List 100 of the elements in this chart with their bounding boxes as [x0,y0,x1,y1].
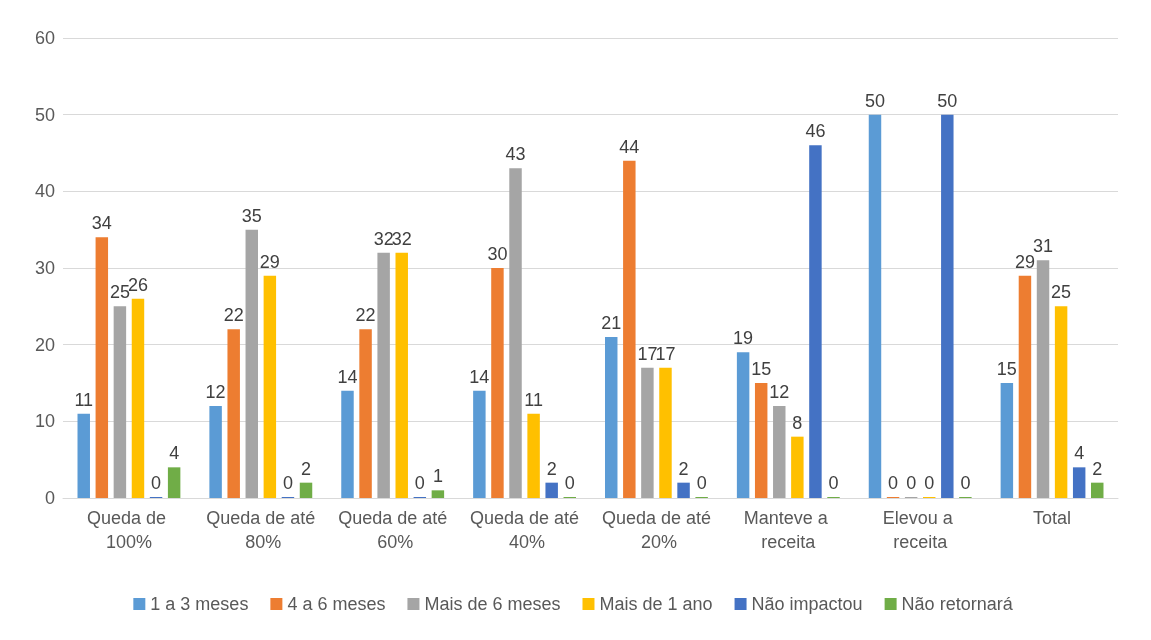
data-label: 35 [241,205,262,226]
bar [263,275,277,498]
bar [1072,467,1086,498]
data-label: 4 [1074,443,1085,464]
bar [377,252,390,498]
bar [868,114,882,498]
bar [491,268,504,498]
data-label: 0 [282,473,293,493]
bar [809,145,822,498]
bar [359,329,372,498]
data-label: 14 [337,366,358,387]
bar [167,467,181,498]
bar [623,160,636,498]
bar [113,306,127,498]
legend-label: Mais de 6 meses [424,594,561,614]
bar [1036,260,1050,498]
data-label: 43 [505,144,526,165]
bar [473,390,486,498]
bar [431,490,445,498]
data-label: 50 [937,90,958,111]
bar [605,337,618,498]
bar [641,367,654,498]
bar [1054,306,1068,498]
data-label: 32 [391,228,412,249]
data-label: 8 [792,412,803,433]
legend-label: Não impactou [751,594,863,614]
data-label: 0 [888,473,899,493]
data-label: 0 [414,473,425,493]
data-label: 29 [259,251,280,272]
bar [791,436,804,498]
bar [341,390,354,498]
bar [736,352,750,498]
data-label: 12 [205,382,226,402]
data-label: 46 [805,121,826,142]
data-label: 12 [769,382,790,402]
data-label: 22 [223,305,244,326]
data-label: 2 [678,458,689,479]
data-label: 19 [733,328,754,349]
bar [77,413,90,498]
data-label: 34 [91,213,112,234]
data-label: 2 [546,458,557,479]
bar [509,168,522,498]
data-label: 14 [469,366,490,387]
bar [1018,275,1032,498]
data-label: 2 [1092,458,1103,479]
data-label: 0 [151,473,162,493]
data-label: 25 [109,282,130,303]
y-tick-label: 50 [34,104,55,125]
data-label: 32 [373,228,394,249]
data-label: 0 [828,473,839,493]
legend-label: 4 a 6 meses [287,594,386,614]
legend-label: Não retornará [901,594,1014,614]
bar [1091,482,1104,498]
legend-label: Mais de 1 ano [599,594,713,614]
y-tick-label: 40 [34,181,55,202]
bar [773,406,786,498]
y-tick-label: 60 [34,28,55,48]
data-label: 0 [564,473,575,493]
data-label: 29 [1014,251,1035,272]
y-tick-label: 0 [44,488,55,508]
data-label: 44 [619,136,640,157]
data-label: 11 [524,389,543,410]
data-label: 0 [696,473,707,493]
data-label: 31 [1033,236,1054,257]
bar [941,114,954,498]
y-tick-label: 10 [34,411,55,432]
data-label: 25 [1051,282,1072,303]
data-label: 30 [487,244,508,264]
bar [95,237,109,498]
bar [659,367,672,498]
bar [395,252,408,498]
data-label: 1 [432,466,443,487]
x-tick-label: Elevou a receita [882,508,958,552]
x-tick-label: Queda de 100% [86,508,171,552]
y-tick-label: 20 [34,334,55,355]
data-label: 17 [637,343,658,364]
data-label: 2 [301,458,312,479]
bar [677,482,690,498]
data-label: 0 [906,473,917,493]
y-tick-label: 30 [34,258,55,278]
bar [1000,383,1014,498]
data-label: 21 [601,313,622,333]
x-tick-label: Queda de até 80% [206,508,316,552]
bar [227,329,240,498]
data-label: 15 [751,359,772,379]
x-tick-label: Queda de até 60% [338,508,448,552]
data-label: 22 [355,305,376,326]
data-label: 4 [169,443,180,464]
bar [754,383,768,498]
data-label: 0 [960,473,971,493]
bar [545,482,558,498]
x-tick-label: Total [1033,508,1072,528]
bar [245,229,259,498]
data-label: 50 [864,90,886,111]
bar [131,298,145,498]
x-tick-label: Manteve a receita [743,508,833,552]
data-label: 11 [74,389,94,410]
data-label: 15 [996,359,1017,379]
x-tick-label: Queda de até 40% [470,508,580,552]
bar [527,413,540,498]
